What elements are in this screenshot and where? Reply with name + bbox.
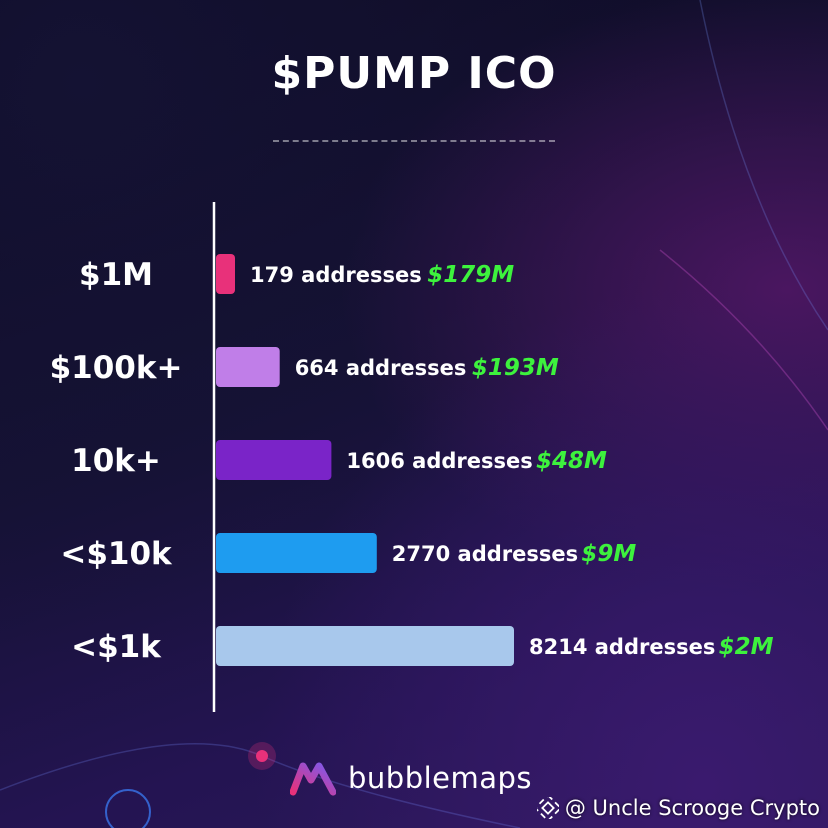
- brand-name: bubblemaps: [348, 761, 533, 795]
- category-label: 10k+: [71, 443, 161, 479]
- value-label: 1606 addresses: [346, 449, 532, 473]
- watermark: @ Uncle Scrooge Crypto: [536, 796, 820, 820]
- bar: [216, 254, 235, 294]
- value-label: 2770 addresses: [392, 542, 578, 566]
- amount-label: $179M: [427, 262, 514, 288]
- category-label: $1M: [79, 257, 153, 293]
- value-label: 8214 addresses: [529, 635, 715, 659]
- brand-footer: bubblemaps: [290, 756, 532, 800]
- amount-label: $2M: [719, 634, 774, 660]
- binance-diamond-icon: [536, 797, 559, 819]
- bar: [216, 440, 332, 480]
- page-title: $PUMP ICO: [271, 48, 557, 99]
- bar: [216, 533, 377, 573]
- value-label: 664 addresses: [295, 356, 467, 380]
- title-divider: [273, 140, 555, 142]
- bar: [216, 626, 514, 666]
- category-label: <$1k: [71, 629, 162, 665]
- amount-label: $193M: [472, 355, 559, 381]
- watermark-text: @ Uncle Scrooge Crypto: [564, 796, 820, 820]
- category-label: $100k+: [50, 350, 183, 386]
- value-label: 179 addresses: [250, 263, 422, 287]
- category-label: <$10k: [60, 536, 173, 572]
- amount-label: $9M: [581, 541, 636, 567]
- bubblemaps-logo-icon: [290, 762, 336, 796]
- amount-label: $48M: [536, 448, 607, 474]
- bar: [216, 347, 280, 387]
